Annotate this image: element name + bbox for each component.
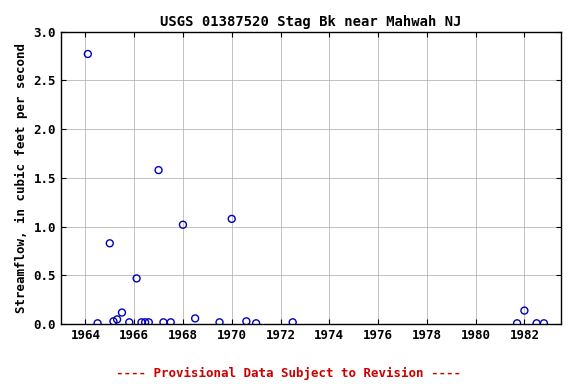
Title: USGS 01387520 Stag Bk near Mahwah NJ: USGS 01387520 Stag Bk near Mahwah NJ [160,15,462,29]
Point [215,319,224,325]
Point [242,318,251,324]
Point [137,319,146,325]
Point [288,319,297,325]
Point [252,320,261,326]
Point [539,320,548,326]
Point [166,319,175,325]
Point [191,315,200,321]
Point [93,320,102,326]
Point [513,320,522,326]
Point [532,320,541,326]
Y-axis label: Streamflow, in cubic feet per second: Streamflow, in cubic feet per second [15,43,28,313]
Point [520,308,529,314]
Point [132,275,141,281]
Point [112,316,122,323]
Point [105,240,115,247]
Point [144,319,153,325]
Point [154,167,163,173]
Point [118,310,127,316]
Point [141,319,150,325]
Text: ---- Provisional Data Subject to Revision ----: ---- Provisional Data Subject to Revisio… [116,367,460,380]
Point [124,319,134,325]
Point [179,222,188,228]
Point [159,319,168,325]
Point [83,51,92,57]
Point [109,318,118,324]
Point [227,216,236,222]
